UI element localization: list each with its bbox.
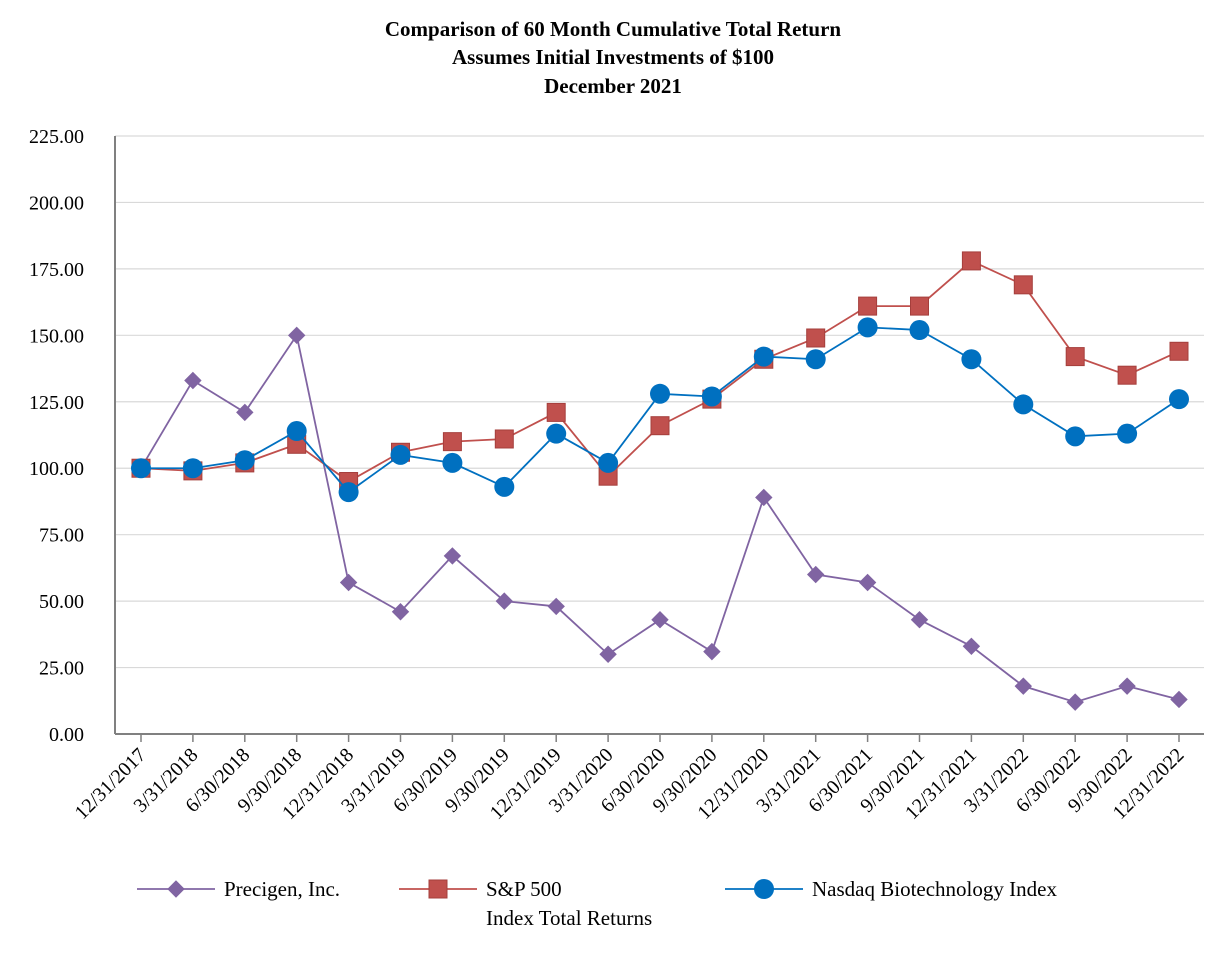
data-point <box>442 432 462 452</box>
legend-item-1: Precigen, Inc. <box>137 877 340 901</box>
data-point <box>184 371 202 390</box>
data-point <box>1117 365 1137 385</box>
data-point <box>1013 394 1034 415</box>
legend-item-2: S&P 500 Index Total Returns <box>399 877 652 930</box>
data-point <box>806 565 825 584</box>
data-point <box>1065 347 1085 367</box>
y-tick-label: 150.00 <box>29 325 84 347</box>
data-point <box>650 383 670 404</box>
data-point <box>1169 341 1189 361</box>
data-point <box>651 611 669 629</box>
data-point <box>547 597 565 616</box>
data-point <box>546 402 566 422</box>
x-tick-label: 12/31/2017 <box>71 744 151 824</box>
data-point <box>650 416 670 436</box>
y-tick-label: 0.00 <box>49 724 84 746</box>
data-point <box>755 488 773 507</box>
y-tick-label: 50.00 <box>39 591 84 613</box>
data-point <box>494 476 515 497</box>
y-tick-label: 25.00 <box>39 658 84 680</box>
data-point <box>234 450 255 471</box>
data-point <box>390 444 411 465</box>
data-point <box>910 611 929 629</box>
legend-marker <box>754 879 774 899</box>
data-point <box>287 326 306 345</box>
data-point <box>182 458 203 479</box>
data-point <box>806 328 826 348</box>
data-point <box>599 645 617 663</box>
data-point <box>910 296 929 316</box>
data-point <box>546 423 567 444</box>
chart-title-line-3: December 2021 <box>544 74 682 98</box>
data-point <box>961 251 981 271</box>
y-tick-label: 125.00 <box>29 392 84 414</box>
y-tick-label: 200.00 <box>29 192 84 214</box>
data-point <box>1170 690 1188 709</box>
data-point <box>1013 275 1033 295</box>
data-point <box>753 346 774 367</box>
data-point <box>1014 677 1033 695</box>
data-point <box>598 452 619 473</box>
legend-marker <box>167 880 185 898</box>
data-point <box>1118 677 1136 695</box>
data-point <box>1169 389 1189 410</box>
data-point <box>338 482 359 503</box>
series-1 <box>132 326 1188 711</box>
y-tick-label: 100.00 <box>29 458 84 480</box>
y-axis-tick-labels: 0.00 25.00 50.00 75.00 100.00 125.00 150.00 175… <box>29 126 84 746</box>
data-point <box>131 458 151 479</box>
data-point <box>391 603 410 621</box>
data-point <box>339 573 358 592</box>
series-2 <box>131 251 1189 492</box>
data-point <box>494 429 514 449</box>
data-point <box>443 547 462 565</box>
y-tick-label: 225.00 <box>29 126 84 148</box>
data-point <box>858 296 878 316</box>
data-point <box>1066 693 1084 711</box>
data-point <box>701 386 722 407</box>
legend-label: Precigen, Inc. <box>224 877 340 901</box>
data-point <box>286 421 307 442</box>
data-point <box>236 403 254 422</box>
legend: Precigen, Inc. S&P 500 Index Total Returns… <box>137 877 1057 930</box>
legend-marker <box>428 879 448 899</box>
data-point <box>805 349 826 370</box>
chart-title-line-2: Assumes Initial Investments of $100 <box>452 45 774 69</box>
data-point <box>962 637 981 656</box>
data-point <box>858 573 877 592</box>
data-point <box>961 349 982 370</box>
legend-label: S&P 500 <box>486 877 562 901</box>
data-point <box>703 642 721 661</box>
data-point <box>1117 423 1138 444</box>
data-point <box>1065 426 1086 447</box>
series-3 <box>131 317 1189 503</box>
legend-label: Index Total Returns <box>486 906 652 930</box>
legend-item-3: Nasdaq Biotechnology Index <box>725 877 1057 901</box>
axes <box>114 136 1204 742</box>
x-axis-tick-labels: 12/31/20173/31/20186/30/20189/30/201812/… <box>71 744 1189 824</box>
y-tick-label: 75.00 <box>39 525 84 547</box>
legend-label: Nasdaq Biotechnology Index <box>812 877 1057 901</box>
data-point <box>909 320 930 341</box>
data-point <box>495 592 514 610</box>
data-point <box>857 317 878 338</box>
data-series <box>131 251 1189 711</box>
chart-title-line-1: Comparison of 60 Month Cumulative Total … <box>385 17 842 41</box>
y-tick-label: 175.00 <box>29 259 84 281</box>
data-point <box>442 452 463 473</box>
chart-title: Comparison of 60 Month Cumulative Total … <box>385 17 842 98</box>
